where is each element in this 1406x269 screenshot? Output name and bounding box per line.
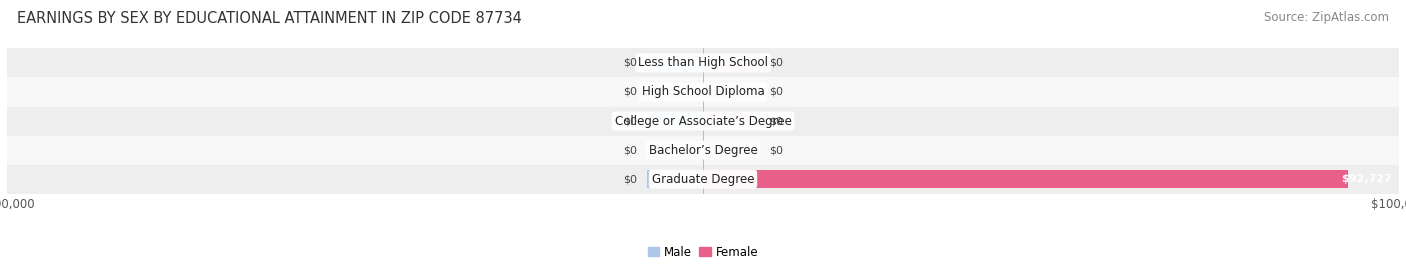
Text: Bachelor’s Degree: Bachelor’s Degree [648,144,758,157]
Text: $0: $0 [623,58,637,68]
Text: $0: $0 [769,145,783,155]
Bar [703,54,759,72]
Text: Source: ZipAtlas.com: Source: ZipAtlas.com [1264,11,1389,24]
Text: $0: $0 [623,145,637,155]
Text: High School Diploma: High School Diploma [641,86,765,98]
Legend: Male, Female: Male, Female [643,241,763,263]
Bar [703,141,759,159]
Text: EARNINGS BY SEX BY EDUCATIONAL ATTAINMENT IN ZIP CODE 87734: EARNINGS BY SEX BY EDUCATIONAL ATTAINMEN… [17,11,522,26]
Text: $0: $0 [623,174,637,184]
Text: $0: $0 [623,87,637,97]
Bar [7,77,1399,107]
Bar [647,112,703,130]
Bar [7,48,1399,77]
Bar [647,141,703,159]
Bar [7,165,1399,194]
Bar [7,107,1399,136]
Bar [703,83,759,101]
Text: $0: $0 [769,87,783,97]
Bar [647,54,703,72]
Bar [703,112,759,130]
Text: $0: $0 [769,58,783,68]
Bar [7,136,1399,165]
Bar [703,170,1348,188]
Text: College or Associate’s Degree: College or Associate’s Degree [614,115,792,128]
Text: Less than High School: Less than High School [638,56,768,69]
Bar [647,83,703,101]
Text: $92,727: $92,727 [1341,174,1392,184]
Text: $0: $0 [769,116,783,126]
Text: $0: $0 [623,116,637,126]
Bar [647,170,703,188]
Text: Graduate Degree: Graduate Degree [652,173,754,186]
